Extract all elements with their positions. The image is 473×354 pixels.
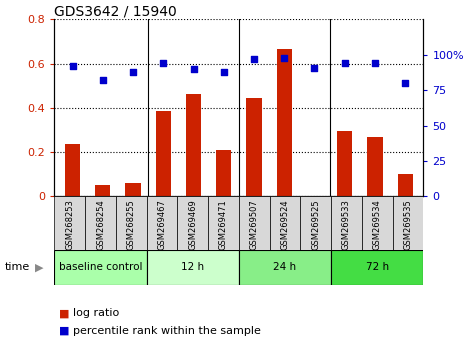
Text: GSM269533: GSM269533: [342, 199, 351, 250]
Bar: [362, 196, 393, 250]
Bar: [95, 185, 110, 196]
Bar: [270, 196, 300, 250]
Bar: [125, 183, 140, 196]
Point: [129, 69, 137, 75]
Bar: [186, 93, 201, 196]
Text: 72 h: 72 h: [366, 262, 389, 272]
Point: [69, 63, 76, 69]
Text: baseline control: baseline control: [59, 262, 142, 272]
Text: GDS3642 / 15940: GDS3642 / 15940: [54, 4, 177, 18]
Text: GSM269534: GSM269534: [373, 199, 382, 250]
Point: [99, 78, 106, 83]
Point: [159, 61, 167, 66]
Bar: [337, 131, 352, 196]
Bar: [246, 98, 262, 196]
Text: time: time: [5, 262, 30, 272]
Text: GSM269507: GSM269507: [250, 199, 259, 250]
Text: GSM268254: GSM268254: [96, 199, 105, 250]
Text: GSM269467: GSM269467: [158, 199, 166, 250]
Point: [250, 56, 258, 62]
Text: 12 h: 12 h: [181, 262, 204, 272]
Text: GSM268253: GSM268253: [65, 199, 74, 250]
Point: [371, 61, 379, 66]
Bar: [398, 175, 413, 196]
Bar: [393, 196, 423, 250]
Point: [402, 80, 409, 86]
Point: [280, 55, 288, 61]
Bar: [116, 196, 147, 250]
Bar: [208, 196, 239, 250]
Text: ■: ■: [59, 308, 70, 318]
Bar: [331, 250, 423, 285]
Bar: [239, 196, 270, 250]
Text: percentile rank within the sample: percentile rank within the sample: [73, 326, 261, 336]
Bar: [156, 111, 171, 196]
Text: ▶: ▶: [35, 262, 43, 272]
Bar: [147, 196, 177, 250]
Bar: [54, 196, 85, 250]
Bar: [239, 250, 331, 285]
Bar: [147, 250, 239, 285]
Text: GSM269469: GSM269469: [188, 199, 197, 250]
Point: [311, 65, 318, 70]
Text: 24 h: 24 h: [273, 262, 297, 272]
Bar: [368, 137, 383, 196]
Bar: [300, 196, 331, 250]
Text: GSM269535: GSM269535: [403, 199, 412, 250]
Bar: [216, 150, 231, 196]
Bar: [177, 196, 208, 250]
Point: [341, 61, 349, 66]
Text: GSM269525: GSM269525: [311, 199, 320, 250]
Text: ■: ■: [59, 326, 70, 336]
Point: [220, 69, 228, 75]
Bar: [331, 196, 362, 250]
Text: log ratio: log ratio: [73, 308, 120, 318]
Bar: [65, 144, 80, 196]
Point: [190, 66, 197, 72]
Bar: [54, 250, 147, 285]
Text: GSM269471: GSM269471: [219, 199, 228, 250]
Bar: [85, 196, 116, 250]
Bar: [277, 49, 292, 196]
Text: GSM269524: GSM269524: [280, 199, 289, 250]
Text: GSM268255: GSM268255: [127, 199, 136, 250]
